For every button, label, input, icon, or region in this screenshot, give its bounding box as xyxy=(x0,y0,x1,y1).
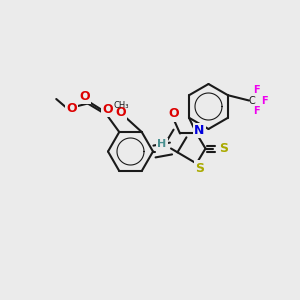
Text: O: O xyxy=(102,103,112,116)
Text: N: N xyxy=(194,124,205,137)
Text: CH₃: CH₃ xyxy=(113,100,129,109)
Text: S: S xyxy=(195,161,204,175)
Text: O: O xyxy=(66,101,76,115)
Text: F: F xyxy=(253,85,260,95)
Text: S: S xyxy=(219,142,228,155)
Text: H: H xyxy=(158,139,166,149)
Text: O: O xyxy=(116,106,126,119)
Text: O: O xyxy=(169,107,179,121)
Text: F: F xyxy=(261,95,267,106)
Text: C: C xyxy=(249,95,255,106)
Text: O: O xyxy=(80,89,90,103)
Text: F: F xyxy=(253,106,260,116)
